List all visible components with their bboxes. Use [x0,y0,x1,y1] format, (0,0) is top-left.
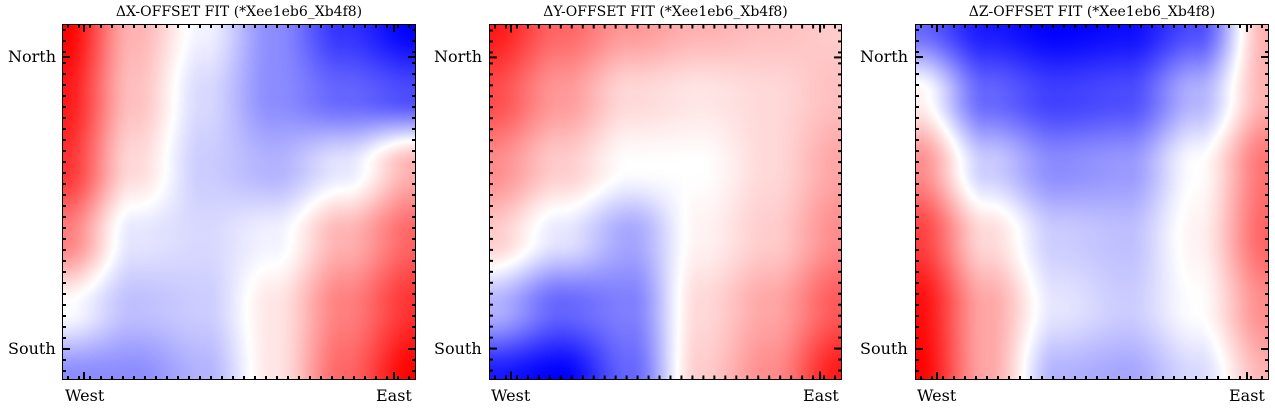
heatmap-canvas [490,25,841,379]
y-tick-label-south: South [860,339,908,358]
heatmap-canvas [63,25,415,379]
panel-dy: ΔY-OFFSET FIT (*Xee1eb6_Xb4f8) North Sou… [426,0,851,411]
chart-title: ΔX-OFFSET FIT (*Xee1eb6_Xb4f8) [115,4,363,20]
panel-dx: ΔX-OFFSET FIT (*Xee1eb6_Xb4f8) North Sou… [0,0,425,411]
y-tick-label-south: South [434,339,482,358]
heatmap-plot [62,24,416,380]
tick-marks [62,24,416,380]
y-tick-label-south: South [8,339,56,358]
y-tick-label-north: North [860,47,909,66]
y-tick-label-north: North [434,47,483,66]
y-tick-label-north: North [8,47,57,66]
x-tick-label-west: West [917,386,957,405]
chart-title: ΔZ-OFFSET FIT (*Xee1eb6_Xb4f8) [968,4,1216,20]
x-tick-label-east: East [376,386,412,405]
heatmap-plot [915,24,1269,380]
x-tick-label-east: East [1229,386,1265,405]
panel-dz: ΔZ-OFFSET FIT (*Xee1eb6_Xb4f8) North Sou… [852,0,1275,411]
heatmap-plot [489,24,842,380]
tick-marks [489,24,842,380]
x-tick-label-west: West [65,386,105,405]
x-tick-label-west: West [491,386,531,405]
tick-marks [915,24,1269,380]
heatmap-canvas [916,25,1268,379]
chart-title: ΔY-OFFSET FIT (*Xee1eb6_Xb4f8) [543,4,788,20]
x-tick-label-east: East [803,386,839,405]
